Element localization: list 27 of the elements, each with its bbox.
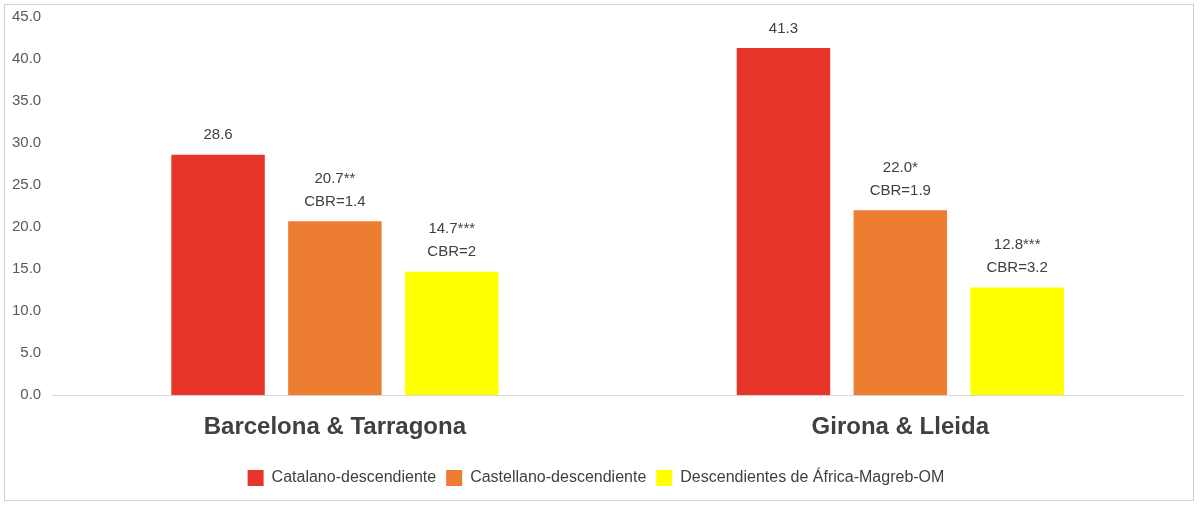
legend-label: Castellano-descendiente — [470, 468, 647, 486]
y-tick-label: 35.0 — [11, 91, 42, 109]
bar — [405, 271, 499, 396]
bar — [853, 210, 948, 396]
y-tick-label: 40.0 — [11, 49, 42, 67]
data-label: 41.3 — [768, 18, 799, 36]
y-tick-label: 45.0 — [11, 7, 42, 25]
y-tick-label: 25.0 — [11, 175, 42, 193]
x-tick-label: Girona & Lleida — [811, 412, 990, 440]
y-tick-label: 10.0 — [11, 301, 42, 319]
y-tick-label: 20.0 — [11, 217, 42, 235]
x-tick-label: Barcelona & Tarragona — [203, 412, 467, 440]
bar — [288, 221, 382, 396]
data-label: 14.7*** CBR=2 — [427, 219, 477, 260]
data-label: 28.6 — [203, 125, 233, 143]
bar — [171, 154, 265, 396]
legend-label: Descendientes de África-Magreb-OM — [680, 467, 945, 486]
data-label: 22.0* CBR=1.9 — [869, 157, 931, 198]
bar — [736, 48, 831, 396]
bar — [970, 287, 1064, 396]
y-tick-label: 15.0 — [11, 259, 42, 277]
legend-label: Catalano-descendiente — [271, 468, 437, 486]
data-label: 20.7** CBR=1.4 — [304, 168, 366, 209]
y-tick-label: 30.0 — [11, 133, 42, 151]
data-label: 12.8*** CBR=3.2 — [986, 235, 1048, 276]
y-tick-label: 0.0 — [20, 385, 42, 403]
y-tick-label: 5.0 — [20, 343, 42, 361]
